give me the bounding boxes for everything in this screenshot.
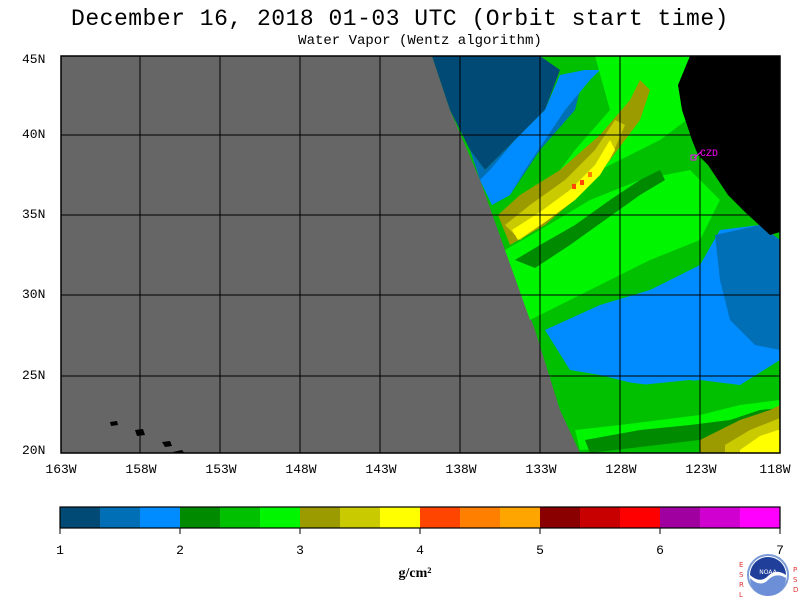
lon-label: 153W (205, 462, 237, 477)
swath-brightgreen-2 (505, 170, 720, 320)
colorbar-label: 3 (296, 543, 304, 558)
colorbar-segment (740, 507, 781, 528)
colorbar-segment (420, 507, 461, 528)
colorbar-segment (220, 507, 261, 528)
colorbar-segment (460, 507, 501, 528)
colorbar-segment (580, 507, 621, 528)
lon-label: 158W (125, 462, 157, 477)
lon-label: 138W (445, 462, 477, 477)
lat-label: 45N (22, 52, 46, 67)
colorbar-segment (100, 507, 141, 528)
lon-label: 163W (45, 462, 77, 477)
swath-darkgreen-strip (515, 170, 665, 268)
map-frame (60, 55, 781, 454)
lat-label: 40N (22, 127, 46, 142)
colorbar-ticks (59, 528, 781, 534)
station-label: CZD (700, 149, 718, 160)
swath-darkgreen-south (585, 408, 780, 453)
colorbar-segment (60, 507, 101, 528)
colorbar-segment (300, 507, 341, 528)
lon-label: 143W (365, 462, 397, 477)
colorbar-label: 2 (176, 543, 184, 558)
lat-label: 25N (22, 368, 46, 383)
plume-orange-2 (580, 180, 584, 185)
lat-label: 30N (22, 287, 46, 302)
colorbar-label: 6 (656, 543, 664, 558)
swath-darkblue-north (432, 56, 560, 170)
island-maui (162, 441, 172, 447)
colorbar-label: 1 (56, 543, 64, 558)
lon-label: 133W (525, 462, 557, 477)
lat-label: 35N (22, 207, 46, 222)
lon-label: 148W (285, 462, 317, 477)
colorbar-segment (660, 507, 701, 528)
grid-lines (61, 56, 780, 453)
colorbar-segment (700, 507, 741, 528)
station-marker (690, 151, 702, 161)
colorbar-segment (260, 507, 301, 528)
swath-blue-east (715, 225, 780, 350)
colorbar-segment (500, 507, 541, 528)
plume-orange-3 (588, 172, 592, 177)
swath-yellowgreen-plume (505, 120, 625, 240)
colorbar-segment (380, 507, 421, 528)
colorbar-segment (620, 507, 661, 528)
map-title: December 16, 2018 01-03 UTC (Orbit start… (71, 6, 729, 32)
colorbar-segment (180, 507, 221, 528)
plume-orange-1 (572, 184, 576, 189)
map-area (61, 56, 780, 453)
colorbar-label: 5 (536, 543, 544, 558)
noaa-logo-text: NOAA (759, 569, 777, 576)
lon-label: 118W (759, 462, 791, 477)
lon-label: 128W (605, 462, 637, 477)
colorbar-segment (140, 507, 181, 528)
noaa-logo: NOAA (747, 554, 789, 596)
map-subtitle: Water Vapor (Wentz algorithm) (298, 33, 542, 49)
colorbar-segment (540, 507, 581, 528)
swath-yellow-se (740, 430, 780, 453)
island-kauai (110, 421, 118, 426)
lon-label: 123W (685, 462, 717, 477)
land-california (678, 56, 780, 235)
colorbar-segment (340, 507, 381, 528)
colorbar-label: 7 (776, 543, 784, 558)
colorbar-unit: g/cm² (398, 566, 432, 581)
colorbar (60, 507, 781, 528)
lat-label: 20N (22, 443, 46, 458)
colorbar-label: 4 (416, 543, 424, 558)
